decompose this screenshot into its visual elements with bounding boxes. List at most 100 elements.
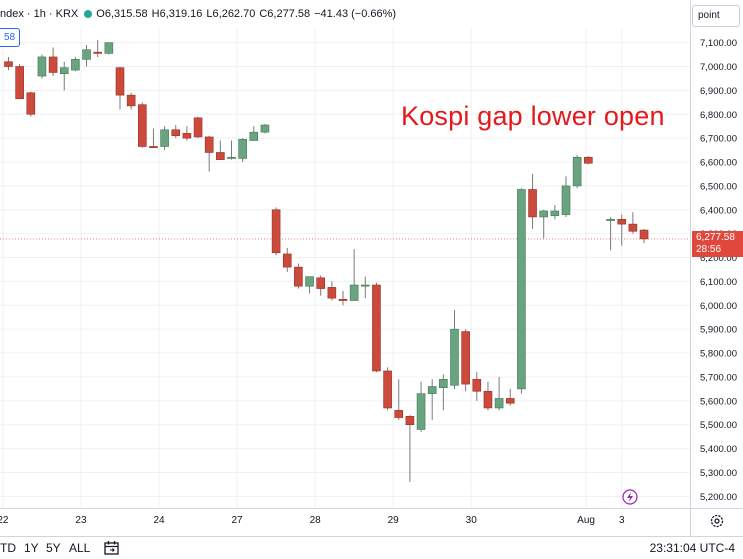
ohlc-legend: ndex · 1h · KRX O6,315.58 H6,319.16 L6,2… <box>0 3 690 25</box>
candle-body <box>606 219 615 221</box>
candle-body <box>338 299 348 301</box>
high-value: H6,319.16 <box>151 8 203 20</box>
candle-body <box>193 117 203 138</box>
candle-body <box>639 229 649 240</box>
flash-icon[interactable] <box>622 489 638 505</box>
range-1y-button[interactable]: 1Y <box>24 541 39 555</box>
y-tick-label: 5,800.00 <box>700 349 737 360</box>
x-tick-label: 22 <box>0 515 9 526</box>
y-tick-label: 7,100.00 <box>700 38 737 49</box>
candle-body <box>394 410 404 418</box>
candle-body <box>4 61 13 67</box>
candle-body <box>360 284 370 287</box>
candle-body <box>427 386 437 394</box>
last-price-value: 6,277.58 <box>696 232 735 243</box>
gear-icon[interactable] <box>710 514 724 528</box>
y-tick-label: 6,400.00 <box>700 205 737 216</box>
open-value: O6,315.58 <box>96 8 148 20</box>
candle-body <box>282 253 292 268</box>
y-tick-label: 5,600.00 <box>700 396 737 407</box>
candle-body <box>539 210 549 218</box>
candle-body <box>383 370 392 409</box>
candle-body <box>327 287 337 299</box>
candle-body <box>149 146 158 148</box>
candle-body <box>227 156 236 159</box>
y-tick-label: 5,900.00 <box>700 325 737 336</box>
timezone-clock[interactable]: 23:31:04 UTC-4 <box>649 541 735 555</box>
price-scale-mode[interactable]: point <box>692 5 740 27</box>
change-value: −41.43 (−0.66%) <box>314 8 397 20</box>
x-tick-label: Aug <box>577 515 595 526</box>
x-tick-label: 29 <box>388 515 400 526</box>
candle-body <box>271 209 281 254</box>
range-td-button[interactable]: TD <box>0 541 16 555</box>
range-all-button[interactable]: ALL <box>69 541 91 555</box>
candle-body <box>305 276 314 287</box>
candle-body <box>617 219 627 225</box>
x-tick-label: 28 <box>310 515 322 526</box>
bottom-toolbar: TD 1Y 5Y ALL 23:31:04 UTC-4 <box>0 537 743 559</box>
candle-body <box>572 156 582 187</box>
candle-body <box>450 328 459 386</box>
candle-body <box>171 129 181 137</box>
candle-body <box>628 223 638 232</box>
x-tick-label: 23 <box>75 515 87 526</box>
candle-body <box>416 393 426 430</box>
price-chart[interactable]: 5,200.00 5,300.00 5,400.00 5,500.00 5,600.00… <box>0 0 743 537</box>
candle-body <box>71 59 80 71</box>
candle-body <box>461 331 470 385</box>
candle-body <box>249 131 259 141</box>
bar-countdown: 28:56 <box>696 244 722 255</box>
y-tick-label: 5,700.00 <box>700 372 737 383</box>
y-tick-label: 6,000.00 <box>700 301 737 312</box>
candle-body <box>528 189 537 218</box>
candle-body <box>316 277 326 289</box>
candle-body <box>583 156 593 164</box>
candle-body <box>59 67 69 74</box>
candle-body <box>138 104 147 147</box>
candle-body <box>160 129 169 147</box>
candle-body <box>93 51 102 54</box>
y-tick-label: 6,500.00 <box>700 181 737 192</box>
y-tick-label: 6,900.00 <box>700 86 737 97</box>
y-tick-label: 6,700.00 <box>700 134 737 145</box>
close-value: C6,277.58 <box>259 8 311 20</box>
candle-body <box>104 42 114 54</box>
candle-body <box>483 390 493 409</box>
x-tick-label: 24 <box>153 515 165 526</box>
left-price-tag: 58 <box>0 28 20 47</box>
candle-body <box>15 66 24 100</box>
x-tick-label: 27 <box>232 515 244 526</box>
chart-annotation: Kospi gap lower open <box>401 101 665 131</box>
x-tick-label: 3 <box>619 515 625 526</box>
y-tick-label: 6,200.00 <box>700 253 737 264</box>
y-tick-label: 7,000.00 <box>700 62 737 73</box>
x-tick-label: 30 <box>466 515 478 526</box>
candle-body <box>37 56 47 77</box>
low-value: L6,262.70 <box>206 8 256 20</box>
candle-body <box>439 379 448 388</box>
candle-body <box>182 133 192 139</box>
last-price-tag: 6,277.58 28:56 <box>692 231 743 257</box>
y-tick-label: 5,200.00 <box>700 492 737 503</box>
candle-body <box>561 185 571 215</box>
candle-body <box>517 189 526 390</box>
candle-body <box>48 56 58 73</box>
candle-body <box>349 284 359 301</box>
market-status-icon <box>84 10 93 18</box>
symbol-label[interactable]: ndex · 1h · KRX <box>0 8 79 20</box>
candle-body <box>550 210 560 217</box>
range-5y-button[interactable]: 5Y <box>46 541 61 555</box>
y-tick-label: 5,400.00 <box>700 444 737 455</box>
candle-body <box>505 398 515 404</box>
candle-body <box>115 67 125 96</box>
candle-body <box>204 136 214 153</box>
candle-body <box>494 398 504 409</box>
y-tick-label: 6,800.00 <box>700 110 737 121</box>
candle-body <box>26 92 36 115</box>
candle-body <box>372 284 381 372</box>
y-tick-label: 6,100.00 <box>700 277 737 288</box>
candle-body <box>238 139 247 159</box>
date-range-icon[interactable] <box>103 540 121 556</box>
candle-body <box>472 379 482 392</box>
